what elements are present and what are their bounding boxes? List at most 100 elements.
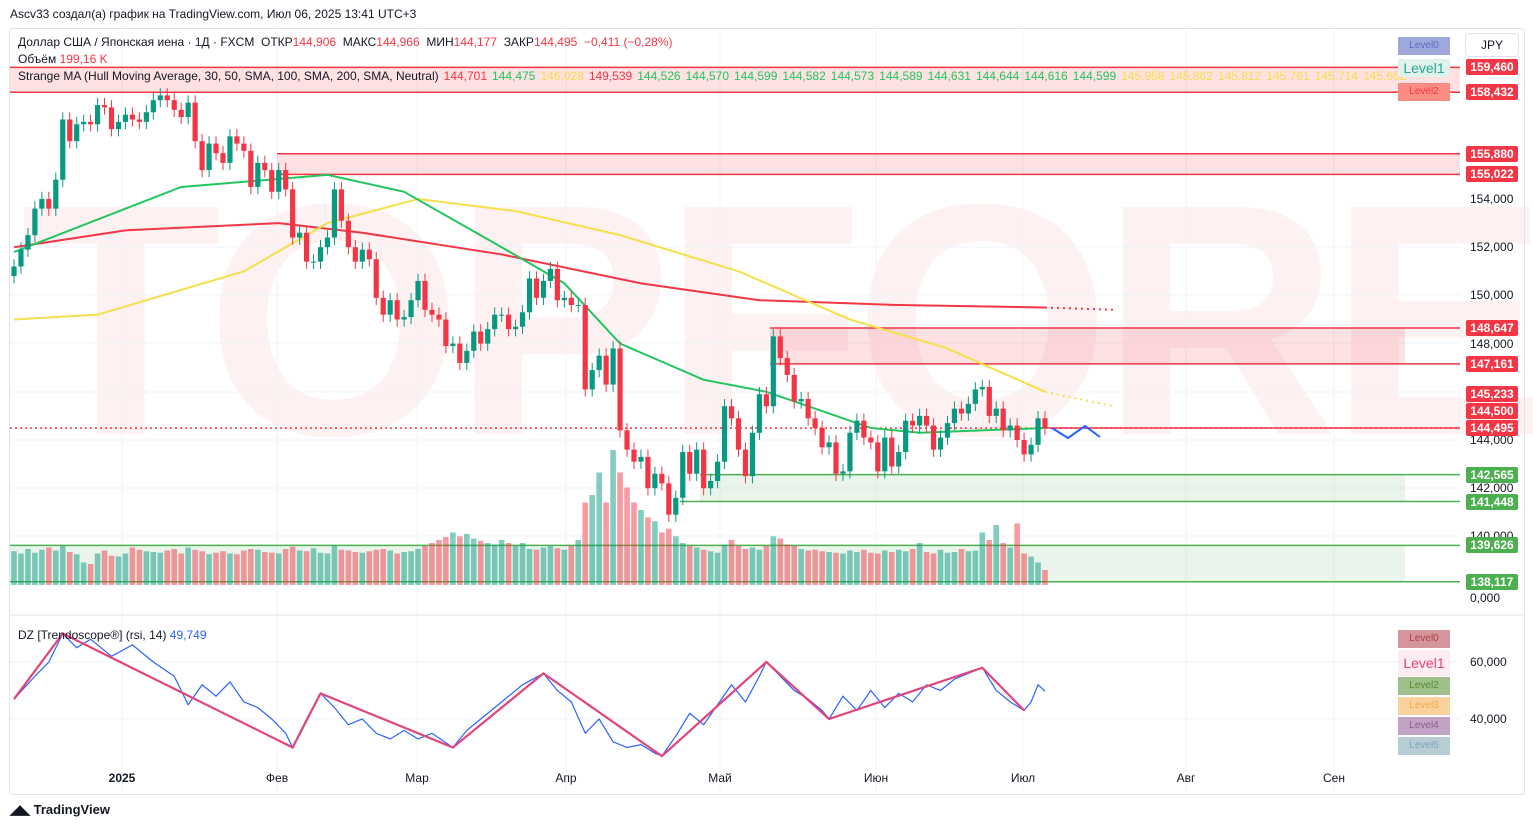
candle-body: [666, 483, 672, 515]
volume-bar: [819, 551, 825, 585]
volume-bar: [652, 521, 658, 585]
ma200-line: [13, 222, 1046, 309]
volume-bar: [784, 544, 791, 585]
time-tick: Июл: [1010, 771, 1036, 785]
volume-bar: [122, 553, 129, 585]
volume-bar: [735, 546, 742, 585]
time-tick: Май: [708, 771, 732, 785]
candle-body: [443, 319, 449, 347]
rsi-label[interactable]: DZ [Trendoscope®] (rsi, 14): [18, 628, 167, 642]
volume-bar: [303, 551, 310, 585]
tradingview-logo[interactable]: ◢◣ TradingView: [10, 802, 110, 817]
level2-box: Level2: [1398, 83, 1450, 101]
volume-bar: [234, 554, 240, 585]
volume-bar: [39, 549, 45, 585]
price-level-label: 158,432: [1466, 84, 1518, 101]
currency-button[interactable]: JPY: [1465, 33, 1519, 57]
candle-body: [115, 121, 122, 130]
volume-bar: [422, 546, 428, 585]
candle-body: [18, 249, 24, 267]
candle-body: [345, 220, 351, 248]
candle-body: [359, 249, 365, 262]
candle-body: [94, 105, 101, 125]
candle-body: [714, 461, 721, 481]
volume-bar: [561, 549, 568, 585]
candle-body: [1042, 418, 1048, 429]
candle-body: [673, 497, 679, 515]
time-tick: Фев: [265, 771, 289, 785]
volume-label[interactable]: Объём: [18, 52, 57, 66]
candle-body: [101, 105, 108, 108]
candle-body: [923, 415, 930, 426]
volume-bar: [895, 549, 902, 585]
candle-body: [519, 312, 526, 327]
volume-bar: [429, 543, 435, 585]
volume-bar: [213, 552, 219, 585]
symbol-title[interactable]: Доллар США / Японская иена · 1Д · FXCM: [18, 35, 255, 49]
volume-bar: [380, 549, 387, 585]
candle-body: [561, 297, 567, 301]
volume-bar: [749, 547, 756, 585]
time-tick: Авг: [1176, 771, 1196, 785]
volume-bar: [408, 551, 414, 585]
low-value: 144,177: [453, 35, 498, 49]
candle-body: [721, 406, 728, 462]
ma-value: 144,644: [975, 69, 1020, 83]
ma-value: 145,812: [1217, 69, 1262, 83]
volume-bar: [227, 553, 233, 585]
volume-bar: [714, 552, 721, 585]
candle-body: [910, 420, 916, 426]
candle-body: [582, 305, 588, 390]
volume-bar: [568, 546, 575, 585]
candle-body: [930, 425, 937, 450]
volume-bar: [763, 546, 770, 585]
ma100-forecast: [1044, 390, 1115, 408]
candle-body: [331, 189, 338, 238]
price-level-label: 148,647: [1466, 320, 1518, 336]
candle-body: [178, 109, 184, 118]
price-tick: 152,000: [1470, 240, 1514, 255]
volume-tick: 0,000: [1470, 591, 1501, 605]
volume-bar: [603, 502, 609, 585]
price-level-label: 155,880: [1466, 145, 1518, 162]
candle-body: [645, 456, 651, 489]
volume-bar: [540, 547, 547, 585]
volume-bar: [547, 546, 554, 585]
volume-bar: [150, 552, 157, 585]
close-label: ЗАКР: [503, 35, 534, 49]
candle-body: [547, 268, 553, 281]
ma-label[interactable]: Strange MA (Hull Moving Average, 30, 50,…: [18, 69, 439, 83]
level1-box: Level1: [1398, 59, 1450, 77]
volume-bar: [526, 549, 533, 585]
candle-body: [589, 370, 595, 390]
volume-bar: [512, 546, 519, 585]
volume-bar: [679, 543, 686, 585]
ma-legend: Strange MA (Hull Moving Average, 30, 50,…: [18, 69, 1411, 83]
volume-bar: [477, 540, 484, 585]
volume-bar: [881, 550, 888, 585]
volume-bar: [840, 553, 846, 585]
price-level-label: 141,448: [1466, 493, 1518, 510]
candle-body: [875, 442, 881, 472]
time-tick: Мар: [405, 771, 429, 785]
volume-bar: [415, 549, 421, 585]
volume-bar: [986, 540, 993, 585]
candle-body: [624, 430, 630, 450]
candle-body: [1014, 425, 1020, 440]
candle-body: [39, 199, 45, 209]
volume-bar: [505, 543, 512, 585]
candle-body: [610, 348, 616, 385]
candle-body: [220, 153, 226, 163]
candle-body: [464, 350, 470, 363]
candle-body: [422, 280, 428, 310]
time-tick: Сен: [1323, 771, 1345, 785]
volume-bar: [596, 472, 602, 585]
candle-body: [143, 112, 149, 122]
volume-value: 199,16 K: [59, 52, 108, 66]
low-label: МИН: [426, 35, 454, 49]
volume-bar: [275, 553, 282, 585]
volume-bar: [847, 550, 853, 585]
candle-body: [882, 437, 888, 472]
candle-body: [499, 314, 505, 316]
